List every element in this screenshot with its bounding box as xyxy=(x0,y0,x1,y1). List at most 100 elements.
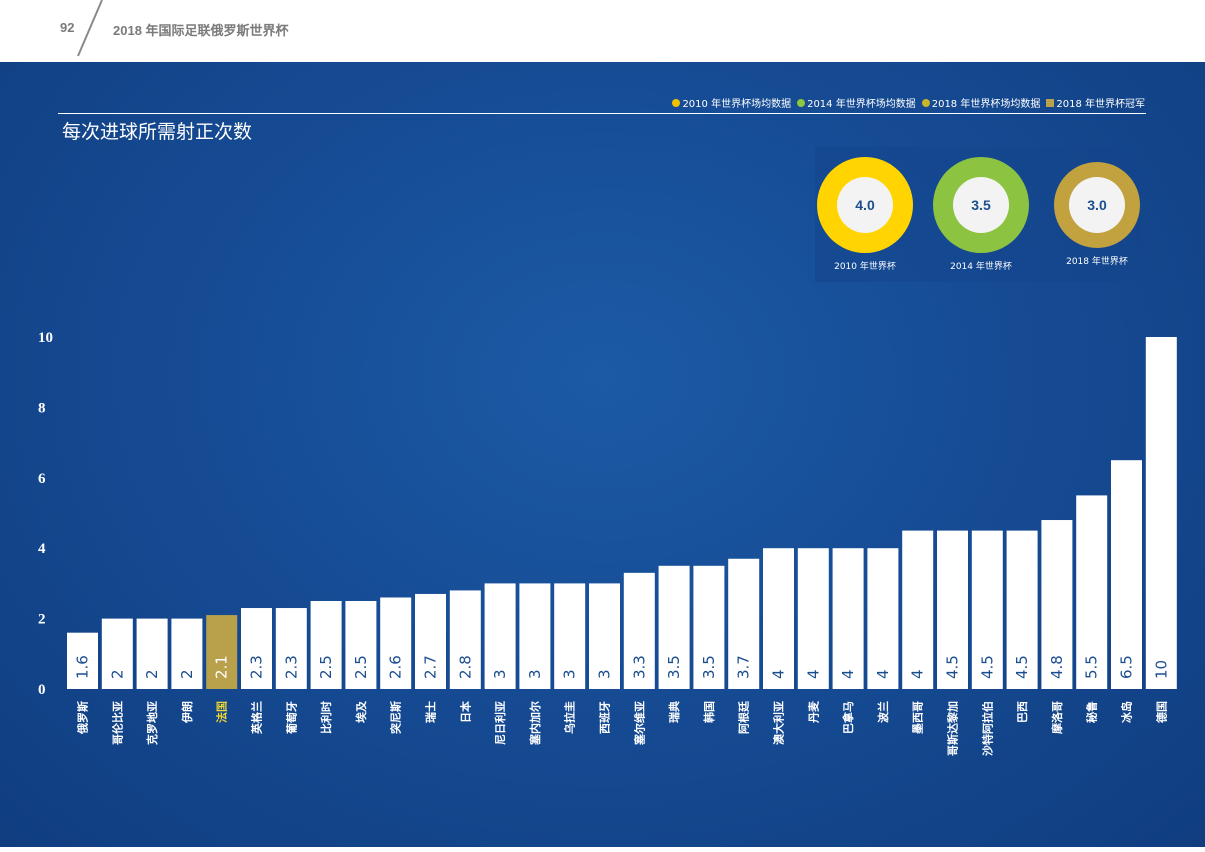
bar xyxy=(136,618,168,689)
bar xyxy=(1076,495,1108,689)
bar xyxy=(415,593,446,689)
bar-value-label: 2.6 xyxy=(387,655,405,679)
bar-value-label: 2.5 xyxy=(317,655,335,679)
bar-value-label: 4 xyxy=(839,669,857,679)
badge-label: 2018 年世界杯 xyxy=(1066,257,1128,267)
bar xyxy=(902,530,934,689)
bar-value-label: 3.3 xyxy=(630,655,648,679)
bar xyxy=(937,530,968,689)
bar-value-label: 3.7 xyxy=(735,655,753,679)
bar-value-label: 4 xyxy=(874,669,892,679)
bar xyxy=(971,530,1003,689)
bar-value-label: 10 xyxy=(1152,660,1170,679)
y-tick-label: 8 xyxy=(38,400,46,416)
bar xyxy=(832,548,864,689)
badge-value: 3.0 xyxy=(1069,177,1125,233)
bar xyxy=(728,558,760,689)
page-header: 92 2018 年国际足联俄罗斯世界杯 xyxy=(0,0,1205,62)
x-tick-label: 克罗地亚 xyxy=(145,701,159,745)
x-tick-label: 墨西哥 xyxy=(912,701,925,734)
x-tick-label: 瑞典 xyxy=(667,701,681,723)
y-tick-label: 10 xyxy=(38,330,53,346)
bar xyxy=(867,548,899,689)
bar xyxy=(797,548,829,689)
x-tick-label: 德国 xyxy=(1154,701,1168,724)
x-tick-label: 埃及 xyxy=(354,700,368,723)
bar-value-label: 4 xyxy=(909,669,927,679)
bar-value-label: 4.5 xyxy=(1013,655,1031,679)
title-rule xyxy=(58,113,1146,114)
x-tick-label: 乌拉圭 xyxy=(563,701,577,734)
average-badges: 4.0 2010 年世界杯 3.5 2014 年世界杯 3.0 2018 年世界… xyxy=(815,147,1141,282)
badge-ring: 3.5 xyxy=(933,157,1029,253)
bottom-strip xyxy=(0,847,1205,852)
legend-item-2018: 2018 年世界杯场均数据 xyxy=(921,95,1040,110)
bar xyxy=(310,601,342,689)
x-tick-label: 伊朗 xyxy=(180,701,194,724)
x-tick-label: 丹麦 xyxy=(806,700,820,723)
x-tick-label: 日本 xyxy=(458,701,472,723)
document-title: 2018 年国际足联俄罗斯世界杯 xyxy=(113,23,289,38)
bar xyxy=(693,565,725,689)
bar-value-label: 4 xyxy=(804,669,822,679)
badge-label: 2010 年世界杯 xyxy=(834,262,896,272)
bar xyxy=(519,583,551,689)
x-tick-label: 冰岛 xyxy=(1120,701,1134,723)
bar xyxy=(101,618,133,689)
x-tick-label: 瑞士 xyxy=(424,701,438,723)
x-tick-label: 澳大利亚 xyxy=(772,701,786,745)
bar-value-label: 4 xyxy=(770,669,788,679)
bar-value-label: 3 xyxy=(526,669,544,679)
bar-value-label: 2.7 xyxy=(422,655,440,679)
bar xyxy=(275,608,307,689)
bar-value-label: 4.5 xyxy=(978,655,996,679)
x-tick-label: 葡萄牙 xyxy=(284,701,298,735)
x-tick-label: 法国 xyxy=(215,701,229,723)
bar-value-label: 3.5 xyxy=(665,655,683,679)
x-tick-label: 秘鲁 xyxy=(1085,701,1099,723)
chart-title: 每次进球所需射正次数 xyxy=(62,121,253,143)
bar-value-label: 2 xyxy=(108,669,126,679)
bar xyxy=(589,583,620,689)
x-tick-label: 塞尔维亚 xyxy=(632,701,646,746)
bar-value-label: 3 xyxy=(596,669,614,679)
bar xyxy=(67,632,98,689)
legend-label: 2010 年世界杯场均数据 xyxy=(682,99,792,110)
bar-value-label: 2.5 xyxy=(352,655,370,679)
x-tick-label: 西班牙 xyxy=(598,701,612,734)
legend-label: 2018 年世界杯冠军 xyxy=(1056,99,1145,110)
x-tick-label: 突尼斯 xyxy=(389,701,403,734)
legend-square-icon xyxy=(1046,98,1055,107)
badge-value: 3.5 xyxy=(953,177,1009,233)
bar-value-label: 4.8 xyxy=(1048,655,1066,679)
bar xyxy=(345,601,377,689)
x-tick-label: 摩洛哥 xyxy=(1050,701,1064,734)
x-tick-label: 波兰 xyxy=(876,701,890,723)
bar-value-label: 6.5 xyxy=(1118,655,1136,679)
bar xyxy=(658,565,690,689)
x-tick-label: 俄罗斯 xyxy=(76,701,90,735)
bar xyxy=(484,583,516,689)
bar xyxy=(623,572,655,689)
badge-ring: 3.0 xyxy=(1054,162,1140,248)
legend-label: 2014 年世界杯场均数据 xyxy=(807,99,916,110)
x-tick-label: 巴西 xyxy=(1016,701,1029,723)
y-tick-label: 2 xyxy=(38,612,46,628)
bar xyxy=(1111,460,1142,689)
page-number: 92 xyxy=(60,20,75,35)
bar xyxy=(1145,337,1177,689)
badge-2014: 3.5 2014 年世界杯 xyxy=(933,157,1029,272)
bar-value-label: 3.5 xyxy=(700,655,718,679)
y-tick-label: 4 xyxy=(38,541,46,557)
badge-ring: 4.0 xyxy=(817,157,913,253)
bar-value-label: 2.1 xyxy=(213,655,231,679)
bar xyxy=(380,597,412,689)
bar-value-label: 2 xyxy=(143,669,161,679)
legend-item-champion: 2018 年世界杯冠军 xyxy=(1046,95,1145,110)
bar xyxy=(241,608,272,689)
bar-value-label: 3 xyxy=(561,669,579,679)
bar xyxy=(1006,530,1038,689)
x-tick-label: 塞内加尔 xyxy=(528,701,542,746)
bar xyxy=(763,548,794,689)
chart-legend: 2010 年世界杯场均数据 2014 年世界杯场均数据 2018 年世界杯场均数… xyxy=(672,95,1145,110)
